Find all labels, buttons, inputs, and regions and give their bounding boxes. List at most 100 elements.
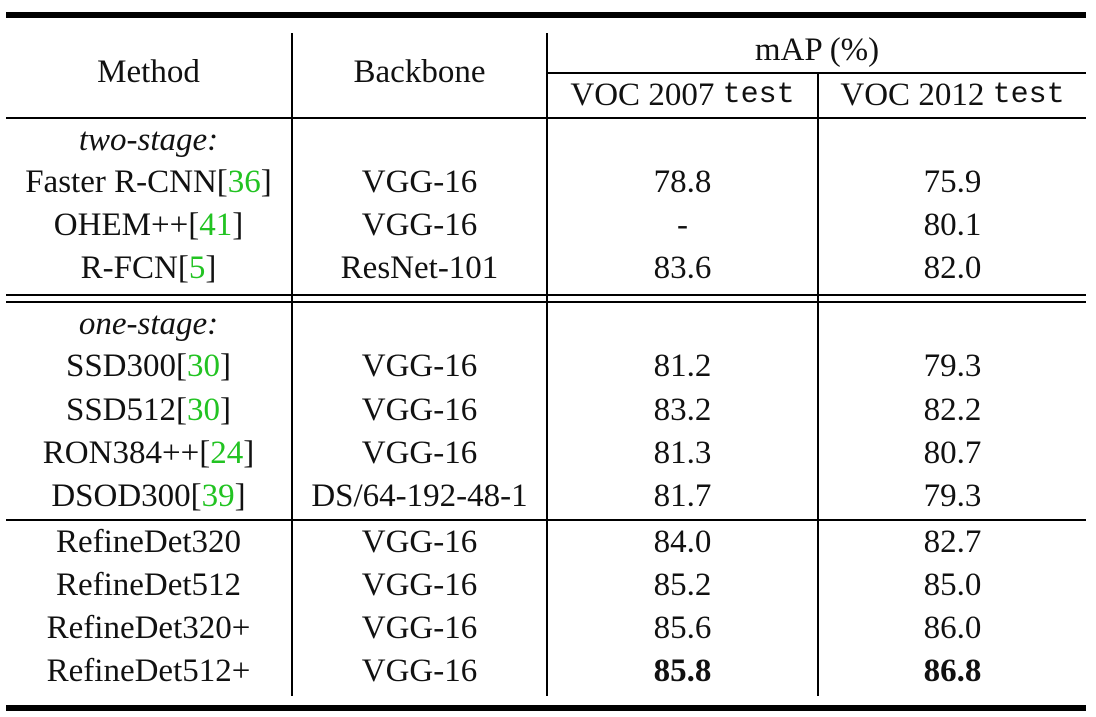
table-cell-voc2007: 85.2 [548, 564, 817, 607]
table-cell-name: RefineDet320+ [6, 607, 291, 650]
voc2007-text: 83.2 [653, 392, 712, 428]
header-method: Method [97, 53, 200, 90]
name-text: RefineDet320+ [46, 610, 251, 646]
col-rule-2 [546, 33, 548, 696]
table-cell-name: RON384++[24] [42, 435, 255, 471]
header-voc2007: VOC 2007 test [570, 76, 795, 113]
header-voc2012: VOC 2012 test [840, 76, 1065, 113]
table-cell-voc2007: 85.8 [548, 650, 817, 693]
table-cell-voc2012: 82.2 [819, 389, 1086, 432]
voc2012-text: 86.0 [923, 610, 982, 646]
voc2012-text: 82.7 [923, 524, 982, 560]
table-cell-name: RefineDet512+ [6, 650, 291, 693]
voc2012-text: 82.0 [923, 250, 982, 286]
voc2007-text: 83.6 [653, 250, 712, 286]
citation-link[interactable]: 5 [188, 250, 206, 286]
section-one-stage: one-stage: [78, 305, 219, 342]
map-subheader-rule [547, 72, 1086, 74]
table-cell-name: RefineDet512 [6, 564, 291, 607]
table-cell-voc2007: 83.2 [548, 389, 817, 432]
header-backbone: Backbone [353, 53, 486, 90]
col-rule-3 [817, 73, 819, 696]
table-cell-backbone: DS/64-192-48-1 [293, 475, 546, 518]
voc2007-text: 85.2 [653, 567, 712, 603]
backbone-text: VGG-16 [361, 348, 478, 384]
backbone-text: ResNet-101 [340, 250, 499, 286]
name-text: SSD512 [65, 392, 177, 428]
name-text: RON384++ [42, 435, 200, 471]
col-rule-1 [291, 33, 293, 696]
table-cell-voc2012: 86.8 [819, 650, 1086, 693]
table-cell-name: SSD300[30] [65, 348, 232, 384]
table-cell-backbone: VGG-16 [293, 432, 546, 475]
table-cell-name: Faster R-CNN[36] [25, 164, 272, 200]
citation-link[interactable]: 30 [187, 392, 221, 428]
table-cell-backbone: VGG-16 [293, 389, 546, 432]
table-cell-voc2012: 79.3 [819, 345, 1086, 388]
table-cell-voc2012: 86.0 [819, 607, 1086, 650]
name-text: RefineDet512 [55, 567, 242, 603]
voc2012-text: 75.9 [923, 164, 982, 200]
table-cell-voc2007: - [548, 204, 817, 247]
voc2012-text: 79.3 [923, 478, 982, 514]
voc2007-text: - [677, 207, 688, 243]
table-cell-voc2012: 79.3 [819, 475, 1086, 518]
table-cell-voc2012: 80.7 [819, 432, 1086, 475]
citation-link[interactable]: 30 [187, 348, 221, 384]
name-text: Faster R-CNN [25, 164, 217, 200]
backbone-text: VGG-16 [361, 524, 478, 560]
table-cell-voc2007: 81.7 [548, 475, 817, 518]
voc2012-text: 82.2 [923, 392, 982, 428]
backbone-text: VGG-16 [361, 653, 478, 689]
voc2007-text: 85.8 [653, 653, 712, 689]
name-text: DSOD300 [51, 478, 191, 514]
table-cell-name: OHEM++[41] [53, 207, 244, 243]
table-cell-voc2007: 81.3 [548, 432, 817, 475]
table-cell-voc2012: 85.0 [819, 564, 1086, 607]
backbone-text: VGG-16 [361, 610, 478, 646]
voc2012-text: 86.8 [923, 653, 982, 689]
table-cell-name: DSOD300[39] [51, 478, 246, 514]
table-cell-voc2012: 82.0 [819, 247, 1086, 290]
backbone-text: VGG-16 [361, 392, 478, 428]
name-text: SSD300 [65, 348, 177, 384]
voc2012-text: 79.3 [923, 348, 982, 384]
voc2012-text: 85.0 [923, 567, 982, 603]
backbone-text: DS/64-192-48-1 [311, 478, 528, 514]
table-cell-voc2012: 75.9 [819, 161, 1086, 204]
table-cell-voc2012: 82.7 [819, 521, 1086, 564]
table-cell-voc2007: 81.2 [548, 345, 817, 388]
table-cell-name: R-FCN[5] [80, 250, 217, 286]
table-cell-backbone: VGG-16 [293, 607, 546, 650]
table-cell-voc2007: 83.6 [548, 247, 817, 290]
table-cell-backbone: VGG-16 [293, 650, 546, 693]
voc2007-text: 78.8 [653, 164, 712, 200]
table-cell-backbone: VGG-16 [293, 345, 546, 388]
table-cell-voc2012: 80.1 [819, 204, 1086, 247]
table-cell-backbone: VGG-16 [293, 204, 546, 247]
bottom-rule [6, 705, 1086, 711]
table-cell-voc2007: 85.6 [548, 607, 817, 650]
table-cell-name: RefineDet320 [6, 521, 291, 564]
backbone-text: VGG-16 [361, 164, 478, 200]
backbone-text: VGG-16 [361, 435, 478, 471]
name-text: RefineDet512+ [46, 653, 251, 689]
voc2007-text: 81.3 [653, 435, 712, 471]
voc2007-text: 85.6 [653, 610, 712, 646]
citation-link[interactable]: 39 [201, 478, 235, 514]
citation-link[interactable]: 41 [199, 207, 233, 243]
voc2007-text: 81.2 [653, 348, 712, 384]
name-text: OHEM++ [53, 207, 189, 243]
voc2007-text: 81.7 [653, 478, 712, 514]
table-cell-voc2007: 84.0 [548, 521, 817, 564]
citation-link[interactable]: 24 [210, 435, 244, 471]
backbone-text: VGG-16 [361, 567, 478, 603]
table-cell-voc2007: 78.8 [548, 161, 817, 204]
section-two-stage: two-stage: [78, 121, 219, 158]
table-cell-backbone: VGG-16 [293, 161, 546, 204]
voc2012-text: 80.1 [923, 207, 982, 243]
table-cell-name: SSD512[30] [65, 392, 232, 428]
table-cell-backbone: ResNet-101 [293, 247, 546, 290]
citation-link[interactable]: 36 [227, 164, 261, 200]
table-cell-backbone: VGG-16 [293, 521, 546, 564]
